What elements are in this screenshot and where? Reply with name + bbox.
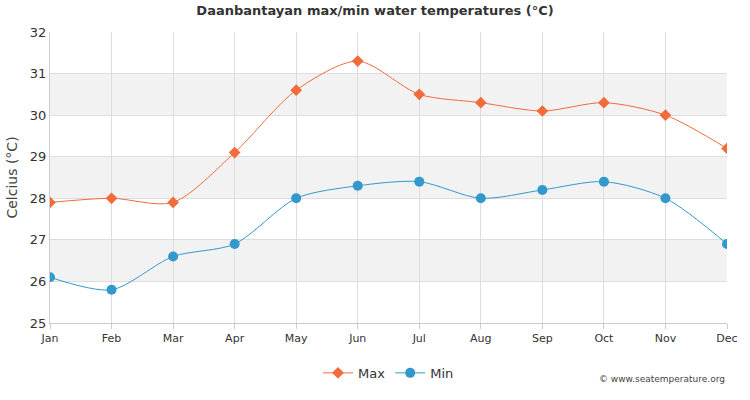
svg-text:Mar: Mar <box>163 332 184 345</box>
svg-text:Jun: Jun <box>348 332 366 345</box>
svg-text:26: 26 <box>30 274 47 289</box>
svg-text:Aug: Aug <box>470 332 491 345</box>
svg-text:© www.seatemperature.org: © www.seatemperature.org <box>599 374 725 384</box>
svg-text:Max: Max <box>358 366 385 381</box>
svg-text:27: 27 <box>30 232 47 247</box>
svg-text:Jan: Jan <box>41 332 59 345</box>
svg-text:Feb: Feb <box>102 332 121 345</box>
svg-text:Daanbantayan max/min water tem: Daanbantayan max/min water temperatures … <box>196 3 553 18</box>
svg-text:31: 31 <box>30 66 47 81</box>
svg-text:Sep: Sep <box>532 332 553 345</box>
svg-text:30: 30 <box>30 108 47 123</box>
svg-text:May: May <box>285 332 308 345</box>
svg-text:32: 32 <box>30 25 47 40</box>
svg-text:28: 28 <box>30 191 47 206</box>
svg-text:Oct: Oct <box>594 332 614 345</box>
svg-text:Apr: Apr <box>225 332 245 345</box>
svg-text:29: 29 <box>30 149 47 164</box>
svg-text:Celcius (°C): Celcius (°C) <box>4 136 20 218</box>
svg-text:25: 25 <box>30 316 47 331</box>
svg-text:Min: Min <box>430 366 453 381</box>
svg-text:Jul: Jul <box>412 332 426 345</box>
svg-text:Nov: Nov <box>655 332 677 345</box>
svg-text:Dec: Dec <box>716 332 737 345</box>
